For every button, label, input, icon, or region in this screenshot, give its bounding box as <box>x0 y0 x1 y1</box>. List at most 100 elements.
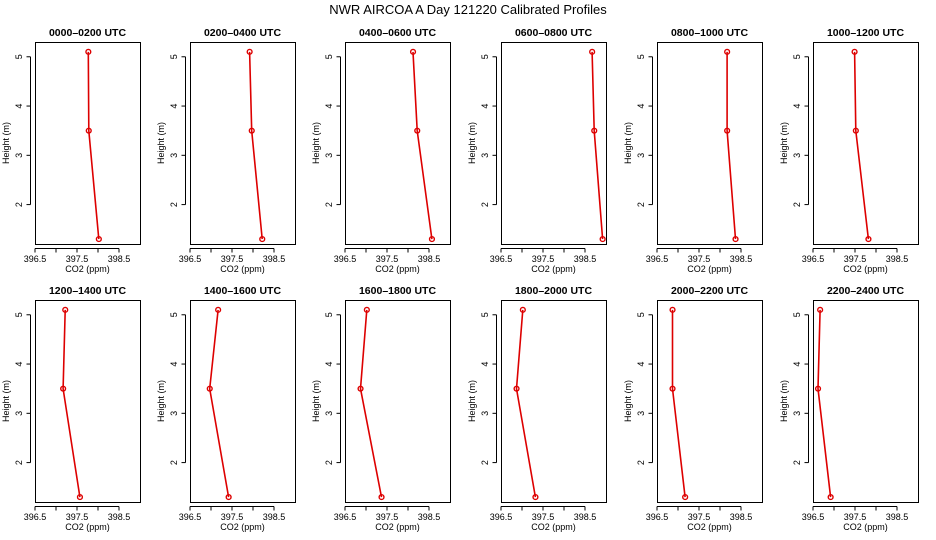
y-tick-label: 5 <box>324 312 334 317</box>
x-tick-label: 396.5 <box>24 512 47 522</box>
x-tick-label: 397.5 <box>66 512 89 522</box>
x-tick-label: 398.5 <box>886 512 909 522</box>
y-axis-label: Height (m) <box>156 122 166 164</box>
y-tick-label: 4 <box>480 104 490 109</box>
x-tick-label: 396.5 <box>334 254 357 264</box>
panel-title: 0800–1000 UTC <box>671 27 748 39</box>
profile-point <box>589 48 596 55</box>
panel-title: 1800–2000 UTC <box>515 285 592 297</box>
profile-point <box>669 306 676 313</box>
plot-frame <box>190 42 296 245</box>
x-tick-label: 398.5 <box>418 512 441 522</box>
x-tick-label: 398.5 <box>418 254 441 264</box>
y-axis-label: Height (m) <box>779 380 789 422</box>
x-tick-label: 398.5 <box>730 254 753 264</box>
profile-line <box>591 51 604 240</box>
profile-point <box>363 306 370 313</box>
y-tick-label: 5 <box>14 312 24 317</box>
y-axis-label: Height (m) <box>467 380 477 422</box>
plot-frame <box>345 300 451 503</box>
y-tick-label: 5 <box>636 54 646 59</box>
x-axis-label: CO2 (ppm) <box>375 264 420 274</box>
panel-title: 0000–0200 UTC <box>49 27 126 39</box>
y-tick-label: 3 <box>480 153 490 158</box>
x-axis-label: CO2 (ppm) <box>687 264 732 274</box>
x-tick-label: 397.5 <box>844 512 867 522</box>
y-tick-label: 5 <box>636 312 646 317</box>
profile-point <box>248 127 255 134</box>
plot-frame <box>35 300 141 503</box>
y-tick-label: 5 <box>14 54 24 59</box>
y-tick-label: 2 <box>792 460 802 465</box>
x-axis-label: CO2 (ppm) <box>375 522 420 532</box>
x-axis-label: CO2 (ppm) <box>687 522 732 532</box>
x-tick-label: 396.5 <box>646 254 669 264</box>
profile-line <box>248 51 263 240</box>
panel-title: 0200–0400 UTC <box>204 27 281 39</box>
x-tick-label: 398.5 <box>574 254 597 264</box>
y-tick-label: 5 <box>480 312 490 317</box>
panel-title: 2200–2400 UTC <box>827 285 904 297</box>
x-tick-label: 397.5 <box>844 254 867 264</box>
y-tick-label: 3 <box>169 411 179 416</box>
y-tick-label: 4 <box>636 362 646 367</box>
profile-point <box>852 127 859 134</box>
profile-point <box>599 235 606 243</box>
profile-point <box>669 385 676 392</box>
plot-frame <box>813 42 919 245</box>
y-tick-label: 3 <box>480 411 490 416</box>
y-tick-label: 2 <box>636 202 646 207</box>
profile-line <box>671 309 686 498</box>
y-tick-label: 2 <box>480 460 490 465</box>
plot-frame <box>813 300 919 503</box>
x-tick-label: 396.5 <box>179 512 202 522</box>
profile-point <box>814 385 822 392</box>
y-axis-label: Height (m) <box>467 122 477 164</box>
panel-title: 1200–1400 UTC <box>49 285 126 297</box>
plot-frame <box>190 300 296 503</box>
x-tick-label: 398.5 <box>263 512 286 522</box>
plot-frame <box>345 42 451 245</box>
x-tick-label: 397.5 <box>376 254 399 264</box>
y-tick-label: 4 <box>792 362 802 367</box>
x-axis-label: CO2 (ppm) <box>65 522 110 532</box>
y-tick-label: 4 <box>169 104 179 109</box>
y-tick-label: 5 <box>169 312 179 317</box>
profile-line <box>515 309 537 498</box>
plot-frame <box>657 300 763 503</box>
profile-point <box>215 306 222 313</box>
y-axis-label: Height (m) <box>156 380 166 422</box>
y-tick-label: 3 <box>324 153 334 158</box>
profile-line <box>726 51 737 240</box>
x-tick-label: 396.5 <box>802 512 825 522</box>
x-tick-label: 396.5 <box>490 512 513 522</box>
panel-title: 0400–0600 UTC <box>359 27 436 39</box>
y-tick-label: 2 <box>636 460 646 465</box>
y-tick-label: 4 <box>480 362 490 367</box>
y-tick-label: 2 <box>169 202 179 207</box>
plot-frame <box>501 300 607 503</box>
x-axis-label: CO2 (ppm) <box>843 264 888 274</box>
profile-point <box>206 385 213 392</box>
y-tick-label: 3 <box>324 411 334 416</box>
y-axis-label: Height (m) <box>311 122 321 164</box>
x-axis-label: CO2 (ppm) <box>65 264 110 274</box>
profile-point <box>724 48 731 55</box>
x-tick-label: 397.5 <box>66 254 89 264</box>
y-tick-label: 5 <box>792 312 802 317</box>
x-tick-label: 398.5 <box>263 254 286 264</box>
y-tick-label: 4 <box>169 362 179 367</box>
y-tick-label: 2 <box>324 202 334 207</box>
x-tick-label: 396.5 <box>179 254 202 264</box>
